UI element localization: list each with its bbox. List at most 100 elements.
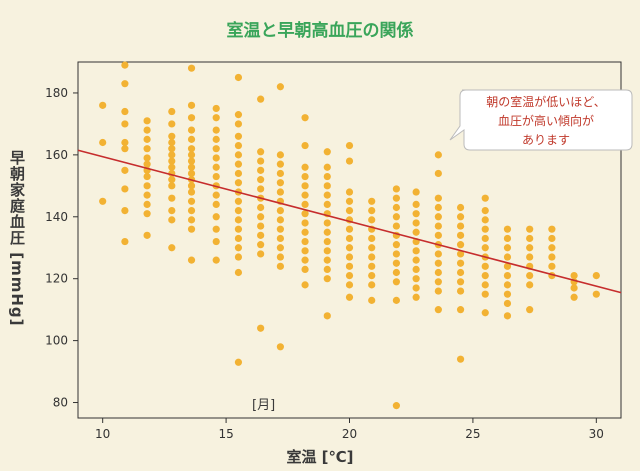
month-label: [月] — [252, 398, 276, 413]
data-point — [392, 402, 400, 410]
data-point — [412, 247, 420, 255]
data-point — [234, 141, 243, 150]
data-point — [99, 197, 107, 205]
data-point — [456, 231, 465, 239]
data-point — [234, 234, 243, 243]
data-point — [434, 250, 442, 258]
data-point — [168, 120, 176, 128]
data-point — [526, 253, 534, 261]
data-point — [276, 343, 284, 351]
data-point — [526, 244, 534, 252]
data-point — [187, 151, 196, 159]
data-point — [187, 256, 196, 264]
data-point — [548, 253, 556, 261]
data-point — [212, 135, 220, 143]
data-point — [121, 107, 129, 116]
data-point — [570, 284, 578, 292]
data-point — [121, 145, 129, 153]
data-point — [503, 234, 512, 243]
data-point — [548, 225, 556, 233]
data-point — [503, 312, 512, 320]
data-point — [212, 256, 220, 264]
data-point — [503, 299, 512, 308]
data-point — [143, 231, 151, 239]
data-point — [323, 200, 331, 208]
data-point — [456, 278, 465, 286]
data-point — [301, 114, 309, 122]
data-point — [345, 293, 354, 301]
data-point — [234, 73, 243, 82]
data-point — [323, 275, 331, 283]
data-point — [345, 206, 354, 215]
data-point — [276, 160, 284, 168]
data-point — [168, 151, 176, 159]
data-point — [257, 213, 265, 221]
data-point — [456, 287, 465, 295]
data-point — [592, 290, 600, 298]
data-point — [99, 101, 107, 109]
data-point — [412, 265, 420, 274]
data-point — [168, 182, 176, 190]
data-point — [234, 268, 243, 277]
x-tick-label: 25 — [465, 427, 480, 441]
data-point — [503, 253, 512, 261]
data-point — [368, 272, 376, 280]
data-point — [503, 225, 512, 233]
data-point — [345, 262, 354, 270]
data-point — [368, 262, 376, 270]
data-point — [345, 225, 354, 233]
data-point — [503, 262, 512, 270]
data-point — [257, 95, 265, 103]
data-point — [234, 197, 243, 205]
data-point — [412, 275, 420, 283]
data-point — [412, 293, 420, 301]
data-point — [323, 191, 331, 199]
data-point — [187, 157, 196, 165]
data-point — [212, 213, 220, 221]
data-point — [143, 135, 151, 143]
data-point — [503, 281, 512, 289]
data-point — [234, 179, 243, 187]
data-point — [187, 197, 196, 205]
data-point — [276, 262, 284, 270]
data-point — [121, 237, 129, 246]
data-point — [392, 268, 400, 277]
data-point — [234, 160, 243, 168]
data-point — [301, 191, 309, 199]
x-tick-label: 15 — [218, 427, 233, 441]
data-point — [368, 281, 376, 289]
data-point — [481, 216, 489, 224]
data-point — [301, 172, 309, 181]
data-point — [168, 194, 176, 202]
data-point — [368, 216, 376, 224]
data-point — [168, 132, 176, 140]
annotation-line-1: 朝の室温が低いほど、 — [486, 95, 606, 109]
data-point — [412, 228, 420, 236]
data-point — [234, 358, 243, 366]
data-point — [345, 197, 354, 205]
trend-line — [77, 149, 622, 294]
data-point — [481, 234, 489, 243]
data-point — [257, 203, 265, 212]
data-point — [276, 206, 284, 215]
data-point — [257, 148, 265, 156]
data-point — [301, 200, 309, 208]
data-point — [234, 253, 243, 261]
data-point — [234, 206, 243, 215]
data-point — [434, 213, 442, 221]
data-point — [412, 200, 420, 208]
data-point — [121, 120, 129, 128]
data-point — [301, 163, 309, 171]
data-point — [187, 188, 196, 196]
x-tick-label: 20 — [342, 427, 357, 441]
data-point — [434, 169, 442, 178]
data-point — [368, 234, 376, 243]
data-point — [301, 237, 309, 246]
data-point — [526, 272, 534, 280]
data-point — [434, 306, 442, 314]
data-point — [212, 145, 220, 153]
data-point — [345, 157, 354, 165]
data-point — [548, 262, 556, 270]
